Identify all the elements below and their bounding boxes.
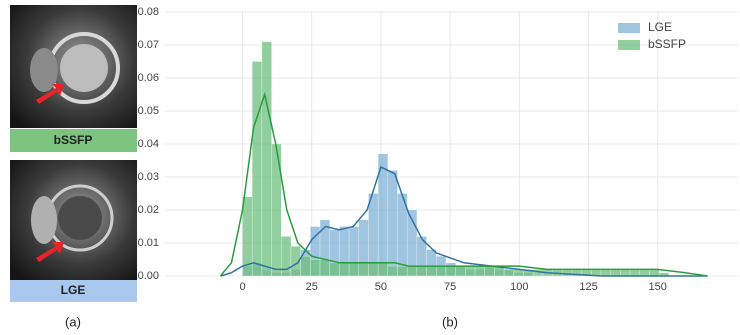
- x-tick-label: 0: [239, 281, 245, 293]
- histogram-bar: [339, 263, 349, 276]
- histogram-bar: [417, 266, 427, 276]
- y-tick-label: 0.05: [138, 105, 159, 117]
- histogram-bar: [378, 263, 388, 276]
- caption: (a): [65, 314, 81, 329]
- figure: bSSFP LGE (a) (b) 0.000.010.020.030.040.…: [0, 0, 740, 335]
- histogram-bar: [562, 269, 572, 276]
- histogram-bar: [465, 266, 475, 276]
- legend-label: LGE: [648, 20, 672, 34]
- y-tick-label: 0.04: [138, 138, 159, 150]
- x-tick-label: 50: [375, 281, 387, 293]
- legend-swatch: [618, 40, 640, 50]
- histogram-bar: [301, 256, 311, 276]
- histogram-bar: [640, 269, 650, 276]
- histogram-bar: [407, 266, 417, 276]
- x-tick-label: 100: [510, 281, 528, 293]
- histogram-bar: [330, 263, 340, 276]
- y-tick-label: 0.08: [138, 6, 159, 18]
- y-tick-label: 0.00: [138, 270, 159, 282]
- histogram-bar: [620, 269, 630, 276]
- histogram-bar: [320, 260, 330, 277]
- image-label: LGE: [61, 283, 86, 297]
- caption: (b): [442, 314, 458, 329]
- histogram-bar: [252, 62, 262, 277]
- legend-label: bSSFP: [648, 37, 686, 51]
- histogram-bar: [475, 266, 485, 276]
- y-tick-label: 0.06: [138, 72, 159, 84]
- histogram-bar: [456, 266, 466, 276]
- y-tick-label: 0.02: [138, 204, 159, 216]
- histogram-bar: [601, 269, 611, 276]
- histogram-bar: [388, 266, 398, 276]
- histogram-bar: [649, 269, 659, 276]
- histogram-bar: [630, 269, 640, 276]
- x-tick-label: 125: [579, 281, 597, 293]
- histogram-bar: [504, 269, 514, 276]
- histogram-bar: [272, 144, 282, 276]
- chart: 0.00 0.01 0.02 0.03 0.04 0.05 0.06 0.07 0.08 0 25 5…: [138, 6, 738, 293]
- y-tick-label: 0.01: [138, 237, 159, 249]
- histogram-bar: [398, 266, 408, 276]
- x-tick-label: 150: [649, 281, 667, 293]
- histogram-bar: [485, 266, 495, 276]
- histogram-bar: [262, 42, 272, 276]
- histogram-bar: [359, 263, 369, 276]
- histogram-bar: [446, 266, 456, 276]
- histogram-bar: [349, 263, 359, 276]
- y-tick-label: 0.07: [138, 39, 159, 51]
- x-tick-label: 25: [306, 281, 318, 293]
- right-ventricle: [31, 196, 57, 244]
- histogram-bar: [436, 266, 446, 276]
- panel-a: bSSFP LGE (a): [10, 5, 137, 329]
- y-tick-label: 0.03: [138, 171, 159, 183]
- legend-swatch: [618, 23, 640, 33]
- histogram-bar: [368, 263, 378, 276]
- ventricle: [58, 196, 102, 240]
- ventricle: [60, 44, 108, 92]
- histogram-bar: [427, 266, 437, 276]
- x-tick-label: 75: [444, 281, 456, 293]
- histogram-bar: [611, 269, 621, 276]
- image-label: bSSFP: [54, 133, 93, 147]
- histogram-bar: [388, 170, 398, 276]
- histogram-bar: [310, 260, 320, 277]
